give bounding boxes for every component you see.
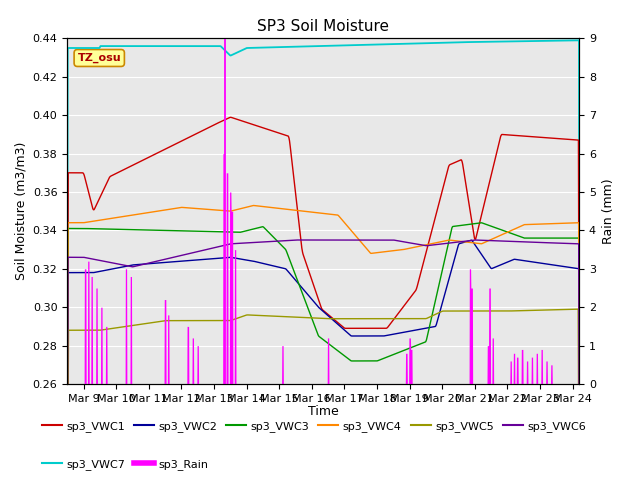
Y-axis label: Rain (mm): Rain (mm) bbox=[602, 179, 614, 244]
Legend: sp3_VWC1, sp3_VWC2, sp3_VWC3, sp3_VWC4, sp3_VWC5, sp3_VWC6: sp3_VWC1, sp3_VWC2, sp3_VWC3, sp3_VWC4, … bbox=[38, 416, 590, 436]
Text: TZ_osu: TZ_osu bbox=[77, 53, 121, 63]
Title: SP3 Soil Moisture: SP3 Soil Moisture bbox=[257, 20, 389, 35]
Legend: sp3_VWC7, sp3_Rain: sp3_VWC7, sp3_Rain bbox=[38, 455, 213, 474]
Y-axis label: Soil Moisture (m3/m3): Soil Moisture (m3/m3) bbox=[14, 142, 27, 280]
X-axis label: Time: Time bbox=[308, 405, 339, 418]
